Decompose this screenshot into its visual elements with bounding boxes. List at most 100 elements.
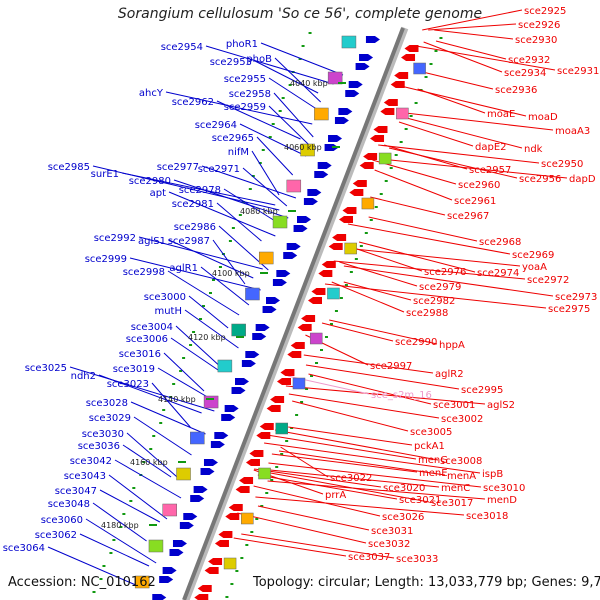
gene-label-sce2982[interactable]: sce2982 [413,296,455,307]
gene-label-agls2[interactable]: aglS2 [487,400,515,411]
gene-label-sce2950[interactable]: sce2950 [541,159,583,170]
gene-label-sce2969[interactable]: sce2969 [512,250,554,261]
gene-label-sce2960[interactable]: sce2960 [458,180,500,191]
gene-label-ahcy[interactable]: ahcY [139,88,164,99]
gene-label-sce3042[interactable]: sce3042 [70,456,112,467]
gene-label-sce2975[interactable]: sce2975 [548,304,590,315]
gene-label-sce2930[interactable]: sce2930 [515,35,557,46]
gene-label-sce2965[interactable]: sce2965 [212,133,254,144]
gene-label-mend[interactable]: menD [487,495,517,506]
gene-label-mene[interactable]: menE [419,468,448,479]
gene-label-moae[interactable]: moaE [487,109,515,120]
gene-label-sce-s2m-16[interactable]: sce_s2m_16 [371,390,432,401]
gene-label-muth[interactable]: mutH [154,306,182,317]
gene-label-moaa3[interactable]: moaA3 [555,126,590,137]
gene-label-phor1[interactable]: phoR1 [226,39,258,50]
gene-label-sce2961[interactable]: sce2961 [454,196,496,207]
gene-label-sce2962[interactable]: sce2962 [172,97,214,108]
gene-label-sce3048[interactable]: sce3048 [48,499,90,510]
gene-label-sce3004[interactable]: sce3004 [131,322,173,333]
gene-label-sce2990[interactable]: sce2990 [395,337,437,348]
gene-label-sce2954[interactable]: sce2954 [161,42,203,53]
gene-label-sce2986[interactable]: sce2986 [174,222,216,233]
gene-label-sce2976[interactable]: sce2976 [424,267,466,278]
gene-label-aglr1[interactable]: aglR1 [169,263,198,274]
gene-label-sce3023[interactable]: sce3023 [107,379,149,390]
gene-label-sce3064[interactable]: sce3064 [3,543,45,554]
gene-label-sce3002[interactable]: sce3002 [441,414,483,425]
gene-label-sce2926[interactable]: sce2926 [518,20,560,31]
gene-label-sce2934[interactable]: sce2934 [504,68,546,79]
gene-label-apt[interactable]: apt [150,188,166,199]
gene-label-sce2979[interactable]: sce2979 [419,282,461,293]
gene-label-sce3019[interactable]: sce3019 [113,364,155,375]
gene-label-sce2968[interactable]: sce2968 [479,237,521,248]
gene-label-ndk[interactable]: ndk [524,144,543,155]
gene-label-sce2957[interactable]: sce2957 [469,165,511,176]
gene-label-sce2936[interactable]: sce2936 [495,85,537,96]
gene-label-sce2958[interactable]: sce2958 [229,89,271,100]
gene-label-sce3020[interactable]: sce3020 [383,483,425,494]
gene-label-sce2995[interactable]: sce2995 [461,385,503,396]
gene-label-sce3033[interactable]: sce3033 [396,554,438,565]
gene-label-sce2997[interactable]: sce2997 [370,361,412,372]
gene-label-sce2972[interactable]: sce2972 [527,275,569,286]
gene-label-sce2967[interactable]: sce2967 [447,211,489,222]
gene-label-sce2973[interactable]: sce2973 [555,292,597,303]
gene-label-sce2931[interactable]: sce2931 [557,66,599,77]
gene-label-sce2974[interactable]: sce2974 [477,268,519,279]
gene-label-sce2999[interactable]: sce2999 [85,254,127,265]
gene-label-sce3008[interactable]: sce3008 [440,456,482,467]
gene-label-sce3032[interactable]: sce3032 [368,539,410,550]
gene-label-sce3026[interactable]: sce3026 [382,512,424,523]
gene-label-sce3001[interactable]: sce3001 [433,400,475,411]
gene-label-aglr2[interactable]: aglR2 [435,369,464,380]
gene-label-dapd[interactable]: dapD [569,174,596,185]
gene-label-sce2981[interactable]: sce2981 [172,199,214,210]
gene-label-sce2932[interactable]: sce2932 [508,55,550,66]
gene-label-dape2[interactable]: dapE2 [475,142,507,153]
gene-label-sce2953[interactable]: sce2953 [210,57,252,68]
gene-label-sce3031[interactable]: sce3031 [371,526,413,537]
gene-label-sce3062[interactable]: sce3062 [35,530,77,541]
gene-label-sce3043[interactable]: sce3043 [64,471,106,482]
gene-label-sce3005[interactable]: sce3005 [410,427,452,438]
gene-label-sce3060[interactable]: sce3060 [41,515,83,526]
gene-label-agls1[interactable]: aglS1 [138,236,166,247]
gene-label-mena[interactable]: menA [447,471,476,482]
gene-label-sce2956[interactable]: sce2956 [519,174,561,185]
gene-label-ispb[interactable]: ispB [482,469,503,480]
gene-label-nifm[interactable]: nifM [228,147,249,158]
gene-label-yoaa[interactable]: yoaA [522,262,547,273]
gene-label-sce2977[interactable]: sce2977 [157,162,199,173]
gene-label-sce3022[interactable]: sce3022 [330,473,372,484]
gene-label-sce2971[interactable]: sce2971 [198,164,240,175]
gene-label-sce2978[interactable]: sce2978 [179,185,221,196]
gene-label-sce2992[interactable]: sce2992 [94,233,136,244]
gene-label-sce3000[interactable]: sce3000 [144,292,186,303]
gene-label-sce3037[interactable]: sce3037 [348,552,390,563]
gene-label-meng[interactable]: menG [418,455,448,466]
gene-label-sce3028[interactable]: sce3028 [86,398,128,409]
gene-label-phob[interactable]: phoB [246,54,272,65]
gene-label-sce3030[interactable]: sce3030 [82,429,124,440]
gene-label-sce3029[interactable]: sce3029 [89,413,131,424]
gene-label-sce2988[interactable]: sce2988 [406,308,448,319]
gene-label-sce2964[interactable]: sce2964 [195,120,237,131]
gene-label-sure1[interactable]: surE1 [91,169,119,180]
gene-label-sce3047[interactable]: sce3047 [55,486,97,497]
gene-label-menc[interactable]: menC [441,483,470,494]
gene-label-sce2980[interactable]: sce2980 [129,176,171,187]
gene-label-sce3025[interactable]: sce3025 [25,363,67,374]
gene-label-sce3017[interactable]: sce3017 [431,498,473,509]
gene-label-sce2959[interactable]: sce2959 [224,102,266,113]
gene-label-sce3036[interactable]: sce3036 [78,441,120,452]
gene-label-sce3010[interactable]: sce3010 [483,483,525,494]
gene-label-pcka1[interactable]: pckA1 [414,441,445,452]
gene-label-sce2925[interactable]: sce2925 [524,6,566,17]
gene-label-prra[interactable]: prrA [325,490,346,501]
gene-label-sce3018[interactable]: sce3018 [466,511,508,522]
gene-label-sce2985[interactable]: sce2985 [48,162,90,173]
gene-label-moad[interactable]: moaD [528,112,558,123]
gene-label-hppa[interactable]: hppA [439,340,465,351]
